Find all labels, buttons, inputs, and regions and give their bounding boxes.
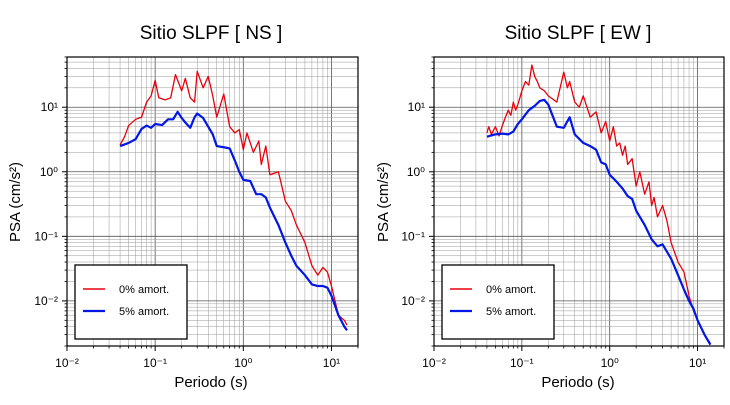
y-axis-label: PSA (cm/s²) [375, 162, 392, 242]
series-line-amort-0 [119, 70, 348, 326]
y-tick-label: 10⁻¹ [401, 229, 425, 243]
y-tick-label: 10¹ [41, 100, 58, 114]
legend: 0% amort. 5% amort. [441, 264, 555, 340]
series-line-amort-5 [119, 110, 348, 331]
series-line-amort-0 [486, 64, 711, 344]
legend-label: 5% amort. [486, 306, 536, 318]
plot-frame [66, 56, 359, 347]
legend-box [74, 264, 188, 340]
y-tick-label: 10⁻² [34, 294, 58, 308]
x-tick-label: 10⁻² [55, 356, 79, 370]
x-tick-label: 10⁻² [422, 356, 446, 370]
y-axis-label: PSA (cm/s²) [7, 162, 24, 242]
x-tick-label: 10⁰ [601, 356, 619, 370]
panel-ns: Sitio SLPF [ NS ] Periodo (s) PSA (cm/s²… [7, 23, 359, 391]
panel-ew: Sitio SLPF [ EW ] Periodo (s) PSA (cm/s²… [375, 23, 725, 391]
x-tick-label: 10⁰ [234, 356, 252, 370]
x-tick-label: 10¹ [323, 356, 340, 370]
y-tick-label: 10¹ [408, 100, 425, 114]
x-tick-label: 10⁻¹ [510, 356, 534, 370]
x-tick-label: 10⁻¹ [143, 356, 167, 370]
x-tick-label: 10¹ [689, 356, 706, 370]
y-tick-label: 10⁻² [401, 294, 425, 308]
legend-label: 0% amort. [486, 284, 536, 296]
chart-title: Sitio SLPF [ EW ] [505, 23, 652, 44]
legend-box [441, 264, 555, 340]
legend-label: 0% amort. [119, 284, 169, 296]
y-tick-label: 10⁰ [40, 165, 58, 179]
series-line-amort-5 [486, 98, 712, 346]
y-tick-label: 10⁻¹ [34, 229, 58, 243]
plot-frame [433, 56, 725, 347]
legend-label: 5% amort. [119, 306, 169, 318]
x-axis-label: Periodo (s) [541, 374, 614, 391]
x-axis-label: Periodo (s) [174, 374, 247, 391]
legend: 0% amort. 5% amort. [74, 264, 188, 340]
chart-title: Sitio SLPF [ NS ] [140, 23, 283, 44]
y-tick-label: 10⁰ [407, 165, 425, 179]
